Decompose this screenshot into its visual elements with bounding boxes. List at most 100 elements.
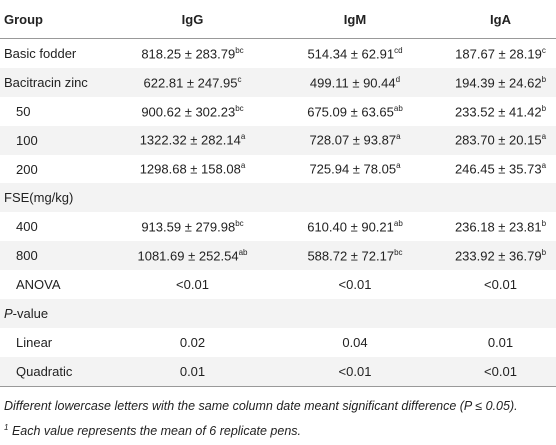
- row-label: 200: [16, 161, 38, 177]
- row-label: Basic fodder: [4, 45, 77, 61]
- value-cell: 913.59 ± 279.98bc: [120, 212, 265, 241]
- footnote-mark: 1: [4, 422, 9, 432]
- row-label: Quadratic: [0, 356, 120, 386]
- significance-letter: a: [541, 132, 547, 142]
- italic-label: P: [4, 305, 13, 321]
- table-row: Linear 0.02 0.04 0.01: [0, 328, 556, 357]
- significance-letter: bc: [235, 45, 244, 55]
- significance-letter: bc: [235, 219, 244, 229]
- value-text: 194.39 ± 24.62: [454, 75, 542, 90]
- row-label: 100: [0, 125, 120, 155]
- value-cell: 610.40 ± 90.21ab: [265, 212, 445, 241]
- value-cell: 0.01: [120, 356, 265, 386]
- value-cell: 233.52 ± 41.42b: [445, 97, 556, 126]
- value-text: 1298.68 ± 158.08: [139, 161, 241, 177]
- header-cell: IgM: [265, 0, 445, 39]
- value-text: 728.07 ± 93.87: [309, 132, 397, 148]
- value-text: 1322.32 ± 282.14: [139, 132, 241, 148]
- value-cell: 588.72 ± 72.17bc: [265, 241, 445, 271]
- table-row: 800 1081.69 ± 252.54ab 588.72 ± 72.17bc 233…: [0, 241, 556, 271]
- significance-letter: a: [396, 132, 401, 142]
- significance-letter: a: [396, 161, 401, 171]
- table-row: FSE(mg/kg): [0, 183, 556, 213]
- table-row: 200 1298.68 ± 158.08a 725.94 ± 78.05a 246.4…: [0, 155, 556, 184]
- footnote: 1 Each value represents the mean of 6 re…: [4, 419, 552, 440]
- footnotes: Different lowercase letters with the sam…: [0, 385, 556, 440]
- data-table: Group IgG IgM IgA Basic fodder 818.25 ± 283.…: [0, 0, 556, 386]
- header-cell: IgA: [445, 0, 556, 39]
- value-text: 675.09 ± 63.65: [307, 103, 394, 119]
- table-row: Bacitracin zinc 622.81 ± 247.95c 499.11 ± …: [0, 67, 556, 97]
- row-label: Bacitracin zinc: [0, 67, 120, 97]
- table-row: ANOVA <0.01 <0.01 <0.01: [0, 270, 556, 299]
- significance-letter: cd: [394, 45, 403, 55]
- value-text: 913.59 ± 279.98: [141, 219, 236, 235]
- row-label: P-value: [0, 299, 556, 328]
- value-cell: 725.94 ± 78.05a: [265, 155, 445, 184]
- value-text: 236.18 ± 23.81: [454, 219, 542, 235]
- value-text: 499.11 ± 90.44: [309, 75, 396, 90]
- value-text: 246.45 ± 35.73: [454, 161, 542, 177]
- value-cell: 187.67 ± 28.19c: [445, 39, 556, 68]
- header-cell: Group: [0, 0, 120, 39]
- value-cell: 514.34 ± 62.91cd: [265, 39, 445, 68]
- value-cell: <0.01: [265, 356, 445, 386]
- value-cell: 194.39 ± 24.62b: [445, 67, 556, 97]
- row-label: FSE(mg/kg): [0, 183, 556, 213]
- significance-letter: c: [237, 74, 242, 84]
- row-label: Linear: [16, 334, 53, 350]
- value-cell: 236.18 ± 23.81b: [445, 212, 556, 241]
- value-cell: 0.02: [179, 334, 206, 350]
- value-text: 725.94 ± 78.05: [309, 161, 397, 177]
- label-text: -value: [12, 305, 49, 321]
- value-text: 514.34 ± 62.91: [307, 46, 395, 62]
- value-text: 818.25 ± 283.79: [141, 46, 236, 62]
- significance-letter: b: [541, 248, 547, 258]
- significance-letter: a: [240, 161, 246, 171]
- footnote-text: Different lowercase letters with the sam…: [4, 398, 518, 413]
- row-label: 800: [0, 241, 120, 271]
- value-cell: 675.09 ± 63.65ab: [265, 97, 445, 126]
- table-row: P-value: [0, 299, 556, 328]
- header-row: Group IgG IgM IgA: [0, 0, 556, 39]
- row-label: ANOVA: [16, 277, 61, 293]
- value-cell: <0.01: [338, 277, 372, 293]
- value-cell: <0.01: [176, 277, 209, 293]
- row-label: 50: [16, 103, 31, 119]
- value-text: 283.70 ± 20.15: [454, 132, 542, 148]
- significance-letter: b: [541, 103, 547, 113]
- value-cell: 728.07 ± 93.87a: [265, 125, 445, 155]
- significance-letter: b: [541, 219, 547, 229]
- value-text: 187.67 ± 28.19: [455, 46, 542, 62]
- value-cell: 1322.32 ± 282.14a: [120, 125, 265, 155]
- significance-letter: c: [541, 45, 546, 55]
- value-cell: <0.01: [445, 356, 556, 386]
- footnote-text: Each value represents the mean of 6 repl…: [11, 423, 301, 438]
- significance-letter: bc: [235, 103, 244, 113]
- value-cell: 900.62 ± 302.23bc: [120, 97, 265, 126]
- value-cell: 499.11 ± 90.44d: [265, 67, 445, 97]
- significance-letter: d: [395, 74, 401, 84]
- header-cell: IgG: [120, 0, 265, 39]
- significance-letter: ab: [393, 219, 403, 229]
- table-row: 50 900.62 ± 302.23bc 675.09 ± 63.65ab 233.5…: [0, 97, 556, 126]
- significance-letter: bc: [394, 248, 403, 258]
- value-text: 622.81 ± 247.95: [143, 75, 238, 90]
- row-label: 400: [16, 219, 38, 235]
- value-cell: 622.81 ± 247.95c: [120, 67, 265, 97]
- value-cell: 1298.68 ± 158.08a: [120, 155, 265, 184]
- value-text: 900.62 ± 302.23: [141, 103, 236, 119]
- value-cell: 0.04: [342, 334, 368, 350]
- value-text: 610.40 ± 90.21: [307, 219, 394, 235]
- value-cell: 818.25 ± 283.79bc: [120, 39, 265, 68]
- value-text: 233.92 ± 36.79: [454, 248, 542, 264]
- significance-letter: b: [541, 74, 547, 84]
- value-cell: 246.45 ± 35.73a: [445, 155, 556, 184]
- value-text: 233.52 ± 41.42: [454, 103, 542, 119]
- footnote: Different lowercase letters with the sam…: [4, 397, 552, 415]
- value-text: 588.72 ± 72.17: [307, 248, 395, 264]
- value-cell: <0.01: [484, 277, 517, 293]
- table-row: 100 1322.32 ± 282.14a 728.07 ± 93.87a 283.7…: [0, 125, 556, 155]
- value-cell: 1081.69 ± 252.54ab: [120, 241, 265, 271]
